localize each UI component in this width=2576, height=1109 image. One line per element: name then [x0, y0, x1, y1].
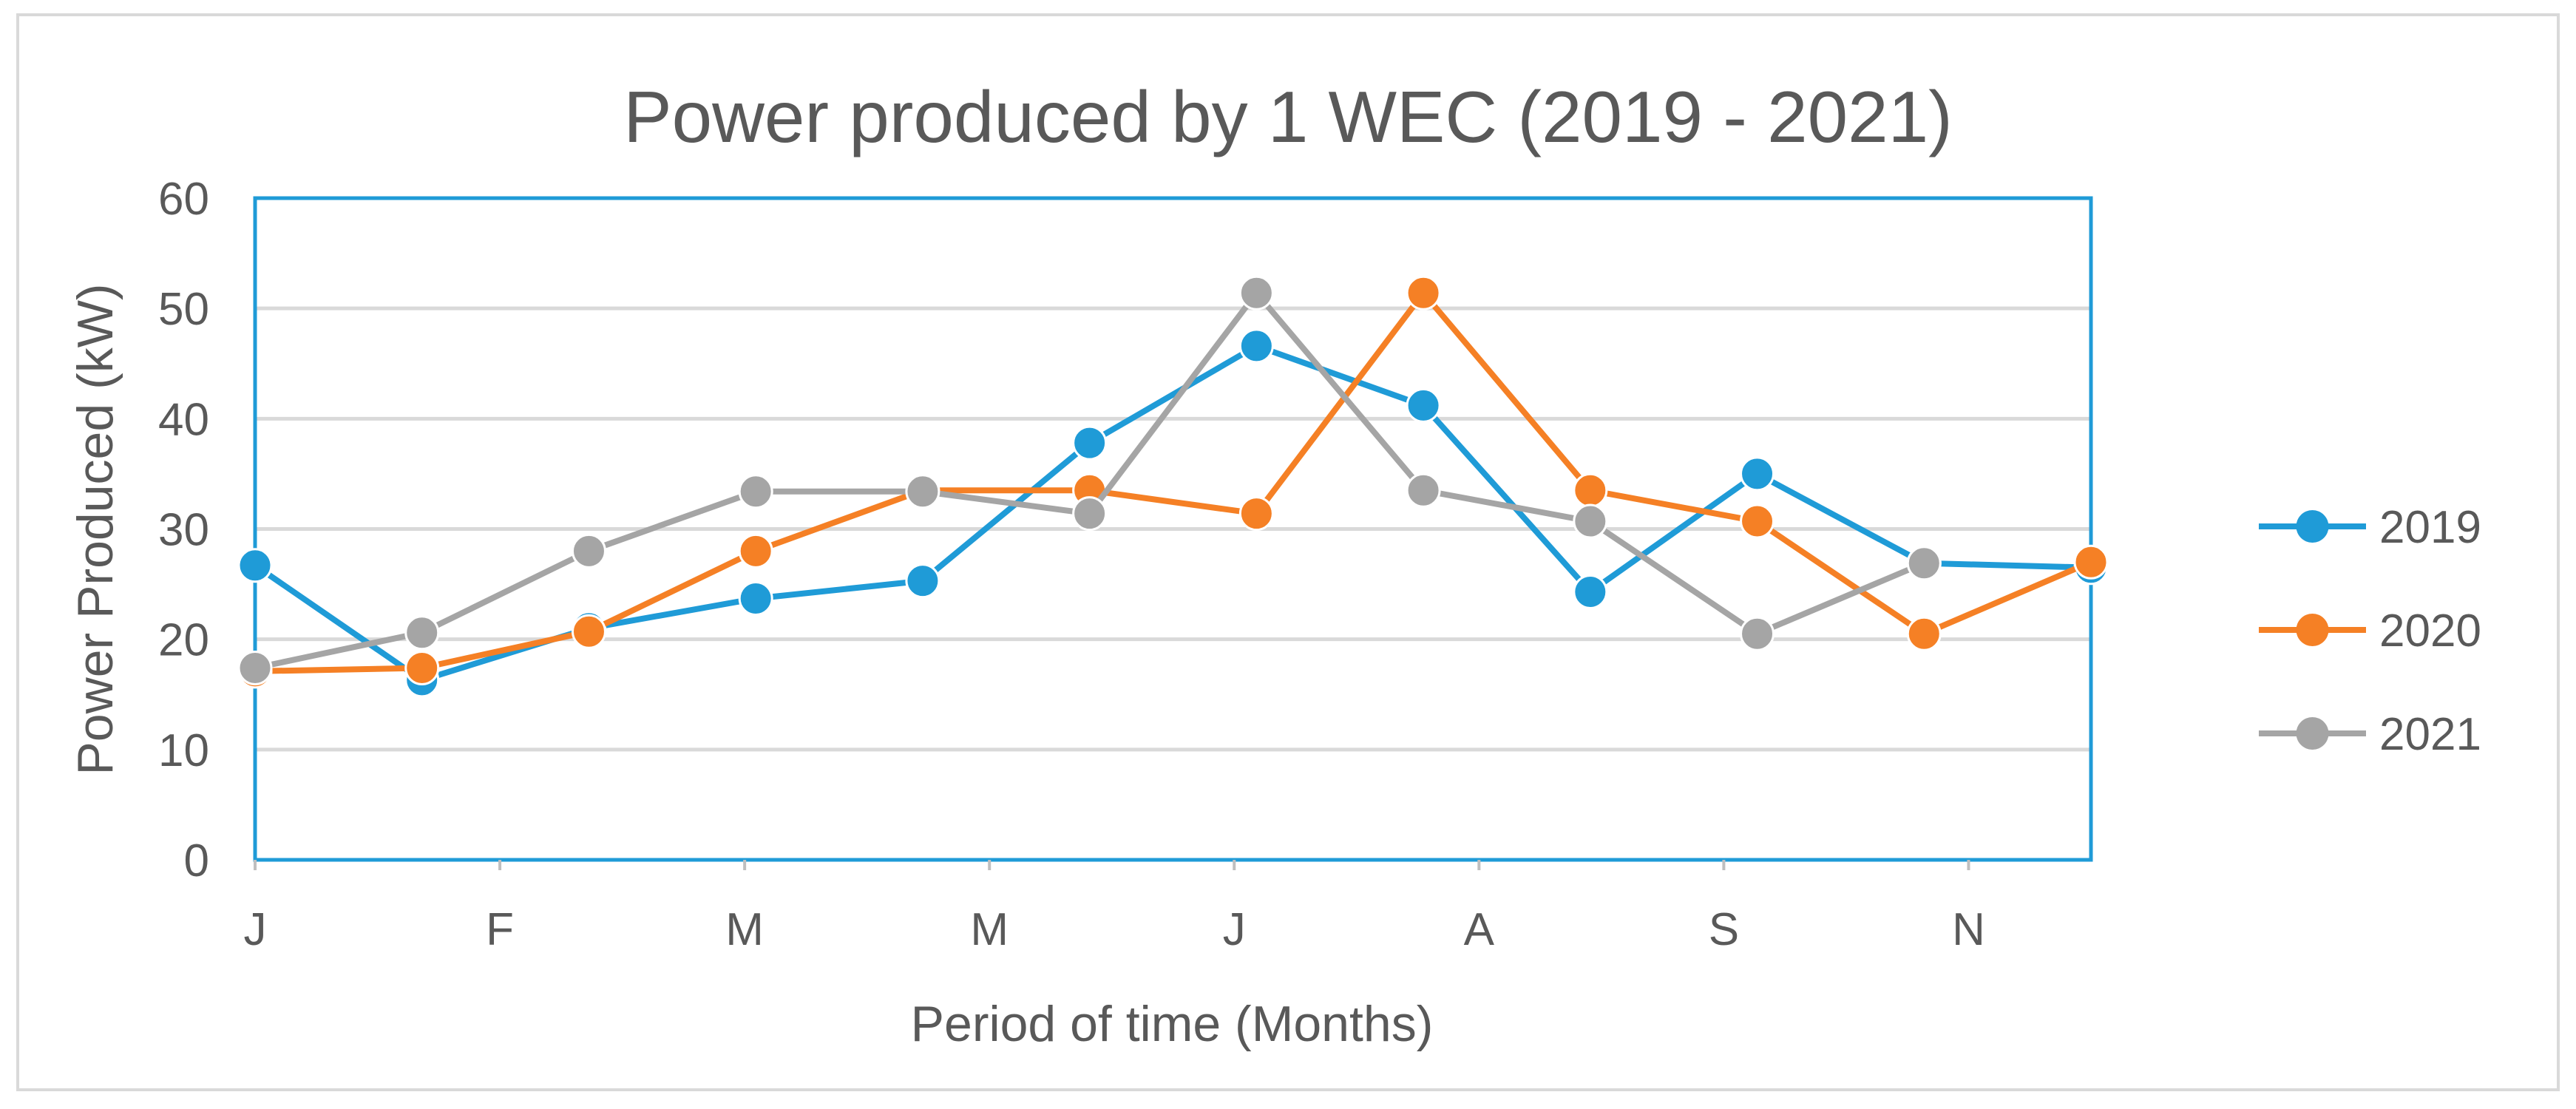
plot-area-border [253, 196, 2093, 862]
legend-label-2021: 2021 [2379, 709, 2481, 760]
data-point-2020-2 [571, 614, 606, 649]
data-point-2019-3 [738, 580, 773, 616]
y-tick-label-30: 30 [158, 505, 209, 556]
legend-item-2019: 2019 [2259, 502, 2481, 553]
data-point-2020-11 [2073, 544, 2109, 580]
data-point-2021-1 [404, 615, 440, 651]
y-tick-label-0: 0 [184, 835, 209, 886]
legend-marker-2019 [2296, 510, 2329, 543]
legend-label-2019: 2019 [2379, 502, 2481, 553]
data-point-2021-7 [1406, 472, 1441, 508]
data-point-2020-7 [1406, 275, 1441, 311]
y-tick-label-20: 20 [158, 615, 209, 666]
x-tick-label-1: F [486, 904, 514, 955]
series-line-2019 [253, 342, 2092, 683]
x-tick-label-7: N [1952, 904, 1985, 955]
data-point-2021-10 [1906, 546, 1942, 581]
x-tick-label-3: M [970, 904, 1009, 955]
data-point-2019-9 [1740, 456, 1775, 492]
x-tick-label-6: S [1709, 904, 1739, 955]
data-point-2019-4 [905, 563, 940, 599]
data-point-2021-5 [1072, 496, 1108, 532]
data-point-2020-10 [1906, 616, 1942, 651]
series-line-2020 [254, 290, 2092, 674]
legend-item-2021: 2021 [2259, 709, 2481, 760]
data-point-2020-9 [1740, 503, 1775, 539]
axes: 0 10 20 30 40 50 60 J F M M J A S N [158, 174, 2093, 955]
x-tick-label-4: J [1223, 904, 1246, 955]
data-point-2020-3 [738, 533, 773, 569]
gridlines [255, 306, 2091, 752]
series-2019 [237, 328, 2109, 698]
y-tick-label-10: 10 [158, 725, 209, 776]
data-point-2019-8 [1573, 574, 1608, 610]
x-tick-label-2: M [725, 904, 764, 955]
data-point-2019-5 [1072, 425, 1108, 461]
x-tick-label-5: A [1464, 904, 1495, 955]
data-point-2019-7 [1406, 387, 1441, 423]
series-2021 [237, 275, 1942, 685]
x-tick-label-0: J [244, 904, 267, 955]
legend: 2019 2020 2021 [2259, 502, 2481, 760]
legend-label-2020: 2020 [2379, 606, 2481, 657]
series-2020 [237, 275, 2109, 689]
x-axis-title: Period of time (Months) [911, 996, 1434, 1052]
chart-frame [16, 13, 2560, 1091]
data-point-2020-8 [1573, 472, 1608, 508]
legend-item-2020: 2020 [2259, 606, 2481, 657]
legend-marker-2020 [2296, 614, 2329, 646]
data-point-2021-4 [905, 474, 940, 509]
y-tick-label-60: 60 [158, 174, 209, 225]
y-tick-label-50: 50 [158, 284, 209, 335]
chart-title: Power produced by 1 WEC (2019 - 2021) [623, 76, 1953, 157]
data-point-2019-0 [237, 548, 273, 583]
data-point-2021-9 [1740, 616, 1775, 651]
legend-marker-2021 [2296, 717, 2329, 750]
data-point-2020-1 [404, 650, 440, 685]
data-point-2019-6 [1238, 328, 1274, 364]
data-point-2021-8 [1573, 503, 1608, 539]
series-lines [237, 275, 2109, 698]
data-point-2021-2 [571, 533, 606, 569]
data-point-2021-3 [738, 474, 773, 509]
y-tick-label-40: 40 [158, 394, 209, 445]
data-point-2021-0 [237, 650, 273, 685]
y-axis-title: Power Produced (kW) [67, 283, 123, 775]
data-point-2020-6 [1238, 496, 1274, 532]
data-point-2021-6 [1238, 275, 1274, 311]
